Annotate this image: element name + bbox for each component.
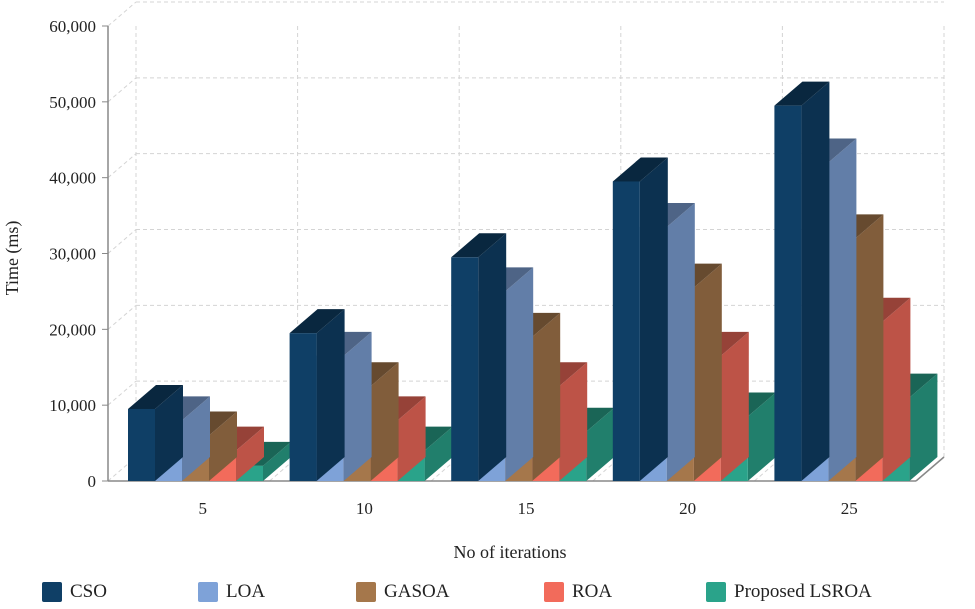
bar-side [424, 426, 453, 481]
bar-side [316, 309, 345, 481]
legend-swatch [198, 582, 218, 602]
bar-cso-10 [289, 309, 345, 481]
gridline-side [107, 304, 137, 330]
legend-swatch [356, 582, 376, 602]
bar-side [236, 426, 264, 481]
bar-side [801, 81, 830, 481]
x-tick-label: 25 [841, 499, 858, 518]
bar-side [505, 267, 534, 481]
legend-item-cso[interactable]: CSO [42, 577, 107, 607]
y-axis-title: Time (ms) [2, 221, 23, 296]
bar-front [128, 408, 155, 481]
x-axis-depth-line [915, 456, 945, 482]
bar-side [720, 331, 749, 481]
bar-side [639, 157, 668, 482]
bar-top [612, 157, 668, 182]
bar-side [666, 202, 695, 482]
y-tick-label: 40,000 [49, 169, 96, 188]
legend-label: Proposed LSROA [734, 581, 872, 602]
bar-side [478, 233, 507, 481]
y-tick-label: 0 [88, 472, 97, 491]
bar-side [882, 297, 911, 481]
bar-side [532, 312, 561, 481]
bar-front [612, 181, 640, 482]
bar-front [774, 105, 802, 481]
y-tick-label: 20,000 [49, 320, 96, 339]
bar-front [451, 257, 479, 481]
gridline-side [107, 1, 137, 27]
bar-top [128, 384, 183, 409]
legend-label: GASOA [384, 581, 450, 602]
y-tick-label: 60,000 [49, 17, 96, 36]
bar-cso-15 [451, 233, 507, 481]
gridline-side [107, 229, 137, 254]
bar-side [343, 331, 372, 481]
x-tick-label: 5 [199, 499, 208, 518]
bar-side [397, 396, 426, 481]
gridline-side [107, 153, 137, 179]
bar-side [586, 407, 615, 481]
bar-side [263, 441, 291, 481]
bar-side [182, 396, 210, 481]
y-tick-label: 30,000 [49, 245, 96, 264]
legend-label: CSO [70, 581, 107, 602]
bar-side [559, 362, 588, 481]
legend-label: LOA [226, 581, 266, 602]
bar-side [693, 263, 722, 481]
bars [128, 81, 938, 482]
legend-swatch [706, 582, 726, 602]
bar-cso-20 [612, 157, 668, 482]
grid [107, 1, 945, 482]
y-tick-label: 50,000 [49, 93, 96, 112]
bar-side [747, 392, 776, 481]
bar-side [209, 411, 237, 481]
bar-top [289, 309, 345, 334]
x-axis-title: No of iterations [454, 542, 567, 562]
legend-label: ROA [572, 581, 613, 602]
legend-item-gasoa[interactable]: GASOA [356, 577, 449, 607]
gridline-side [107, 77, 137, 103]
y-tick-label: 10,000 [49, 396, 96, 415]
legend-swatch [42, 582, 62, 602]
bar-side [828, 138, 857, 481]
bar-side [855, 214, 884, 482]
bar-front [289, 333, 317, 481]
legend-item-proposed-lsroa[interactable]: Proposed LSROA [706, 577, 872, 607]
tick-labels: 0 10,000 20,000 30,000 40,000 50,000 60,000 5 10… [49, 17, 857, 518]
bar-side [370, 362, 399, 481]
bar-cso-25 [774, 81, 830, 481]
legend: CSO LOA GASOA ROA Proposed LSROA [0, 577, 975, 607]
gridline-side [107, 380, 137, 406]
legend-item-roa[interactable]: ROA [544, 577, 612, 607]
legend-swatch [544, 582, 564, 602]
x-tick-label: 20 [679, 499, 696, 518]
bar-top [451, 233, 507, 258]
bar-cso-5 [128, 384, 183, 481]
legend-item-loa[interactable]: LOA [198, 577, 265, 607]
x-tick-label: 15 [518, 499, 535, 518]
x-tick-label: 10 [356, 499, 373, 518]
bar-side [155, 384, 183, 481]
bar-top [774, 81, 830, 106]
bar-side [909, 373, 938, 481]
